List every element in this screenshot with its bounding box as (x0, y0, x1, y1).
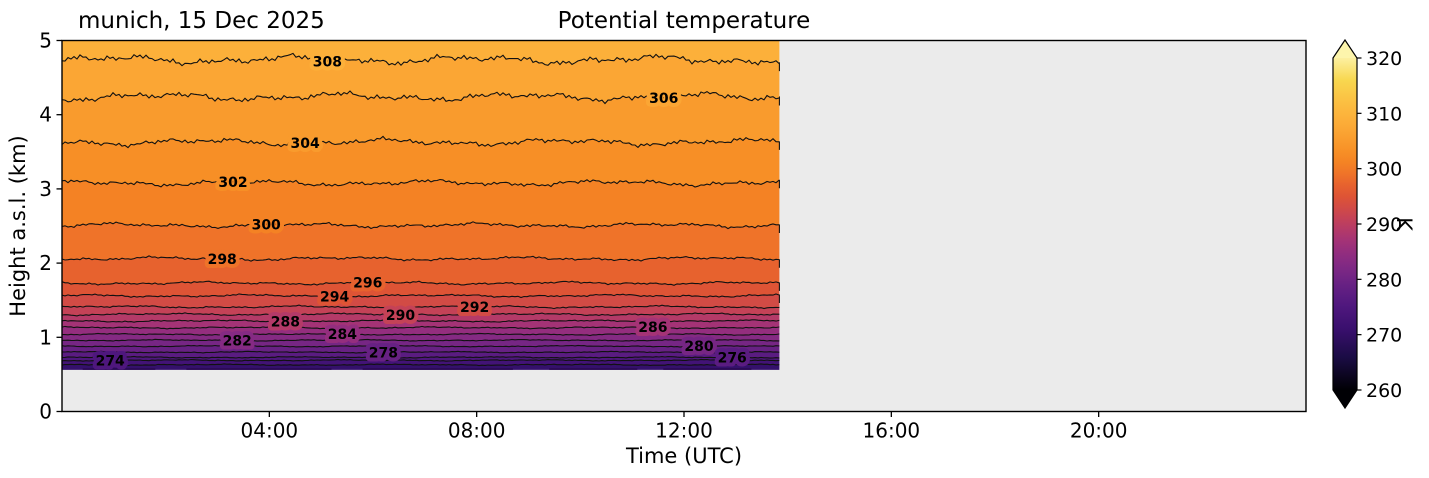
y-tick-label: 5 (39, 29, 52, 53)
contour-label-286: 286 (638, 320, 667, 336)
y-axis: 0 1 2 3 4 5 (39, 29, 62, 424)
x-tick-label: 20:00 (1070, 419, 1128, 443)
band (62, 345, 780, 354)
contour-label-304: 304 (290, 136, 319, 152)
contour-label-278: 278 (369, 345, 398, 361)
contour-line-292 (61, 304, 780, 310)
contour-line-296 (61, 280, 780, 291)
contour-label-294: 294 (320, 289, 349, 305)
y-axis-label: Height a.s.l. (km) (6, 135, 30, 317)
contour-line-272 (61, 363, 780, 367)
contour-label-276: 276 (718, 351, 747, 367)
contour-line-298 (61, 255, 780, 268)
contour-line-304 (61, 135, 780, 150)
x-tick-label: 04:00 (241, 419, 299, 443)
contour-label-288: 288 (271, 315, 300, 331)
band (62, 319, 780, 329)
colorbar-gradient (1333, 58, 1357, 390)
surface-pocket (663, 368, 752, 370)
contour-line-306 (61, 90, 780, 106)
contour-line-288 (61, 319, 780, 323)
x-tick-label: 12:00 (655, 419, 713, 443)
colorbar-under-arrow (1333, 390, 1357, 408)
colorbar-tick-label: 290 (1366, 214, 1402, 236)
contour-lines (61, 52, 780, 367)
band (62, 255, 780, 286)
band (62, 351, 780, 359)
band (62, 221, 780, 262)
contour-line-290 (61, 312, 780, 317)
band-top (62, 40, 780, 66)
contour-label-274: 274 (96, 353, 125, 369)
band (62, 293, 780, 309)
colorbar-tick-label: 320 (1366, 48, 1402, 70)
y-tick-label: 1 (39, 325, 52, 349)
contour-line-282 (62, 338, 780, 342)
contour-label-284: 284 (328, 327, 357, 343)
x-tick-label: 08:00 (448, 419, 506, 443)
colorbar-tick-label: 260 (1366, 380, 1402, 402)
colorbar-over-arrow (1333, 40, 1357, 58)
contour-line-280 (61, 344, 780, 348)
band (62, 339, 780, 348)
contour-line-302 (61, 178, 780, 189)
contour-line-308 (61, 52, 780, 72)
band (62, 281, 780, 298)
contour-line-300 (61, 221, 780, 233)
contour-line-286 (61, 325, 780, 330)
contour-line-276 (61, 355, 780, 359)
contour-label-300: 300 (252, 217, 281, 233)
y-tick-label: 0 (39, 400, 52, 424)
contour-line-284 (62, 332, 780, 337)
x-tick-label: 16:00 (863, 419, 921, 443)
contour-line-274 (61, 358, 780, 362)
band (62, 356, 780, 362)
contour-line-278 (61, 350, 780, 354)
colorbar-tick-label: 300 (1366, 159, 1402, 181)
contour-label-282: 282 (223, 334, 252, 350)
surface-pocket (362, 368, 513, 370)
contour-label-298: 298 (208, 252, 237, 268)
contour-label-290: 290 (386, 308, 415, 324)
x-axis: 04:00 08:00 12:00 16:00 20:00 (241, 411, 1128, 443)
y-tick-label: 4 (39, 103, 52, 127)
colorbar: 260 270 280 290 300 310 320 (1332, 38, 1402, 410)
contour-label-306: 306 (649, 91, 678, 107)
contour-label-308: 308 (313, 55, 342, 71)
surface-pocket (82, 368, 156, 370)
surface-pocket (186, 368, 332, 370)
colorbar-tick-label: 280 (1366, 269, 1402, 291)
contour-label-280: 280 (684, 339, 713, 355)
contour-label-296: 296 (353, 276, 382, 292)
band (62, 333, 780, 342)
plot-title: Potential temperature (557, 8, 811, 34)
y-tick-label: 2 (39, 251, 52, 275)
band (62, 326, 780, 336)
colorbar-tick-label: 310 (1366, 103, 1402, 125)
surface-pocket (549, 368, 638, 370)
contour-label-302: 302 (218, 175, 247, 191)
band (62, 136, 780, 187)
band (62, 91, 780, 148)
x-axis-label: Time (UTC) (625, 444, 743, 468)
band (62, 179, 780, 229)
station-date-label: munich, 15 Dec 2025 (78, 8, 325, 34)
contour-label-292: 292 (460, 300, 489, 316)
filled-contour-bands (62, 40, 780, 370)
colorbar-label: K (1392, 217, 1416, 231)
y-tick-label: 3 (39, 177, 52, 201)
band (62, 53, 780, 104)
colorbar-tick-label: 270 (1366, 325, 1402, 347)
contour-line-294 (61, 293, 780, 303)
